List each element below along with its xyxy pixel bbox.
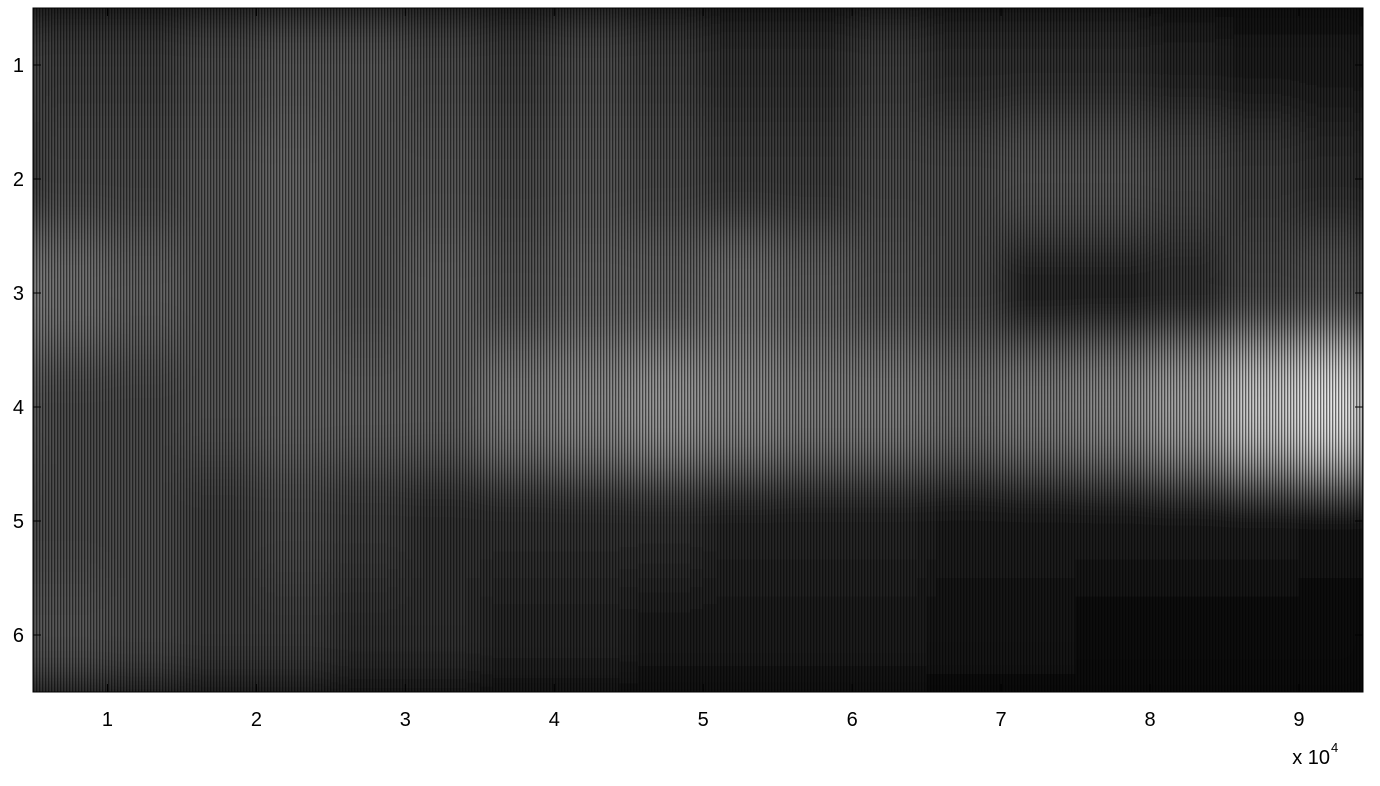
stripe-texture — [33, 8, 1363, 692]
x-tick-label: 3 — [400, 709, 411, 731]
y-tick-label: 5 — [13, 511, 24, 533]
y-tick-label: 2 — [13, 169, 24, 191]
y-tick-label: 3 — [13, 283, 24, 305]
x-multiplier: x 10 — [1292, 747, 1330, 769]
y-tick-label: 1 — [13, 55, 24, 77]
x-tick-label: 2 — [251, 709, 262, 731]
x-tick-label: 7 — [996, 709, 1007, 731]
y-tick-label: 6 — [13, 625, 24, 647]
x-tick-label: 6 — [847, 709, 858, 731]
x-tick-label: 5 — [698, 709, 709, 731]
x-tick-label: 4 — [549, 709, 560, 731]
plot-area — [33, 8, 1363, 692]
x-tick-label: 9 — [1293, 709, 1304, 731]
x-tick-label: 1 — [102, 709, 113, 731]
x-tick-label: 8 — [1144, 709, 1155, 731]
ticks: 1 2 3 4 5 6 7 8 9 1 2 3 4 5 6 — [13, 8, 1363, 731]
y-tick-label: 4 — [13, 397, 24, 419]
axes-box — [32, 7, 1364, 693]
x-multiplier-exponent: 4 — [1331, 740, 1338, 755]
